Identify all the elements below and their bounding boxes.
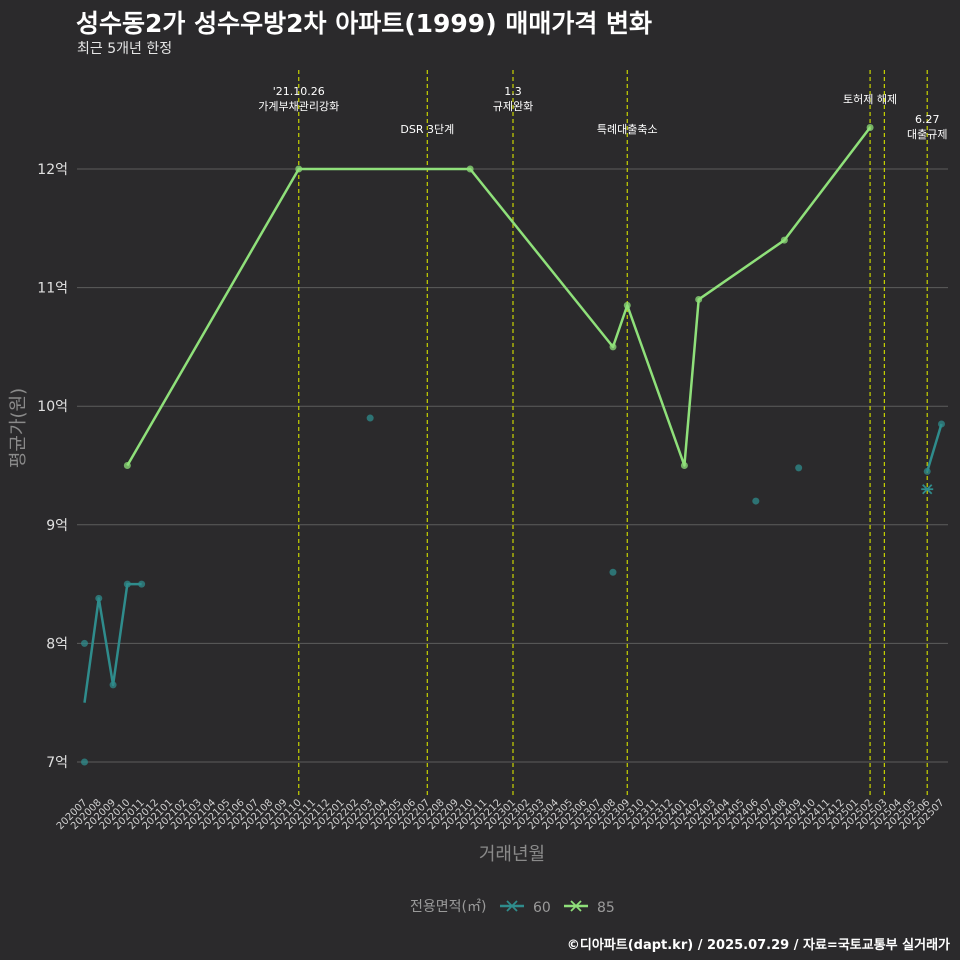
event-label: 6.27 <box>915 113 940 126</box>
data-point-60 <box>109 681 117 689</box>
x-axis-title: 거래년월 <box>479 844 545 865</box>
data-point-60 <box>95 594 103 602</box>
event-label: DSR 3단계 <box>400 123 454 136</box>
legend-label-60: 60 <box>533 900 551 916</box>
series-line-60 <box>926 423 943 472</box>
event-label: 대출규제 <box>907 128 947 141</box>
data-point-85 <box>695 295 703 303</box>
data-point-60 <box>81 758 88 766</box>
data-point-85 <box>680 462 688 469</box>
event-label: 토허제 해제 <box>843 92 897 106</box>
data-point-60 <box>795 464 803 472</box>
data-point-85 <box>623 301 631 309</box>
data-point-85 <box>609 343 617 351</box>
event-label: 1.3 <box>504 85 522 98</box>
data-point-85 <box>466 165 474 173</box>
chart-subtitle: 최근 5개년 한정 <box>77 41 173 57</box>
data-point-85 <box>123 462 131 469</box>
data-point-85 <box>866 123 874 131</box>
series-line-85 <box>126 126 872 467</box>
event-label: 특례대출축소 <box>597 123 658 136</box>
y-tick-label: 10억 <box>37 399 68 415</box>
chart-caption: ©디아파트(dapt.kr) / 2025.07.29 / 자료=국토교통부 실… <box>566 938 950 953</box>
data-point-60 <box>138 580 146 588</box>
y-tick-label: 11억 <box>37 281 68 297</box>
legend-key-60 <box>506 900 518 912</box>
data-marker-60 <box>922 484 933 495</box>
y-tick-label: 12억 <box>37 162 68 178</box>
data-point-85 <box>780 236 788 244</box>
event-label: 규제완화 <box>493 100 533 113</box>
data-point-60 <box>123 580 131 588</box>
legend-label-85: 85 <box>597 900 615 916</box>
data-point-60 <box>609 568 617 576</box>
event-label: 가계부채관리강화 <box>258 100 339 113</box>
data-point-60 <box>923 467 931 475</box>
data-point-60 <box>752 497 760 505</box>
data-point-85 <box>295 165 303 173</box>
chart-title: 성수동2가 성수우방2차 아파트(1999) 매매가격 변화 <box>76 9 653 38</box>
y-tick-label: 8억 <box>46 636 68 652</box>
event-label: '21.10.26 <box>273 85 325 98</box>
data-point-60 <box>366 414 374 422</box>
legend-key-85 <box>570 900 582 912</box>
legend-title: 전용면적(㎡) <box>410 899 486 915</box>
y-tick-label: 7억 <box>46 755 68 771</box>
y-tick-label: 9억 <box>46 518 68 534</box>
data-point-60 <box>81 639 88 647</box>
data-point-60 <box>938 420 945 428</box>
y-axis-title: 평균가(원) <box>8 388 29 468</box>
